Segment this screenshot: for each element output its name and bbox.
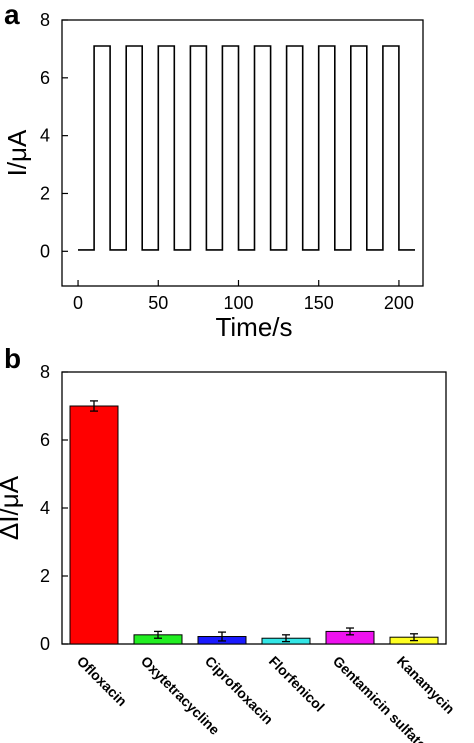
panel-b-y-tick-label: 8	[40, 362, 50, 382]
panel-b-y-axis: 0 2 4 6 8	[40, 362, 68, 654]
panel-a-x-tick-label: 150	[304, 293, 334, 313]
panel-a-y-tick-label: 2	[40, 183, 50, 203]
panel-b-x-axis: Ofloxacin OxytetracyclineCiprofloxacinFlo…	[74, 653, 458, 743]
panel-a-y-tick-label: 4	[40, 126, 50, 146]
panel-a-y-axis-title: I/μA	[2, 129, 32, 176]
panel-b-y-axis-title: ΔI/μA	[0, 475, 24, 540]
panel-b-y-tick-label: 2	[40, 566, 50, 586]
panel-a-x-tick-label: 0	[73, 293, 83, 313]
panel-a-x-axis-title: Time/s	[215, 312, 292, 342]
panel-b-bars	[69, 400, 439, 645]
panel-a-series-line	[78, 45, 415, 251]
panel-a-x-tick-label: 200	[384, 293, 414, 313]
panel-a-chart: a 0 50 100 150 200 0 2 4 6 8 Time/s I/μA	[2, 0, 424, 342]
panel-b-y-tick-label: 6	[40, 430, 50, 450]
bar-ofloxacin	[69, 405, 119, 645]
panel-b-plot-frame	[61, 371, 447, 645]
panel-a-y-tick-label: 6	[40, 68, 50, 88]
panel-a-x-axis: 0 50 100 150 200	[73, 280, 414, 313]
panel-b-label: b	[4, 343, 21, 374]
panel-b-y-tick-label: 0	[40, 634, 50, 654]
panel-a-plot-frame	[61, 19, 424, 287]
panel-a-x-tick-label: 50	[148, 293, 168, 313]
panel-b-chart: b 0 2 4 6 8 Ofloxacin OxytetracyclineCiproflo…	[0, 343, 458, 743]
category-label: Ofloxacin	[74, 653, 130, 709]
panel-a-y-tick-label: 8	[40, 10, 50, 30]
panel-a-y-tick-label: 0	[40, 241, 50, 261]
panel-a-label: a	[4, 0, 20, 30]
panel-a-y-axis: 0 2 4 6 8	[40, 10, 68, 261]
category-label: Florfenicol	[266, 653, 328, 715]
category-label: Kanamycin	[394, 653, 458, 717]
panel-b-y-tick-label: 4	[40, 498, 50, 518]
panel-a-x-tick-label: 100	[223, 293, 253, 313]
